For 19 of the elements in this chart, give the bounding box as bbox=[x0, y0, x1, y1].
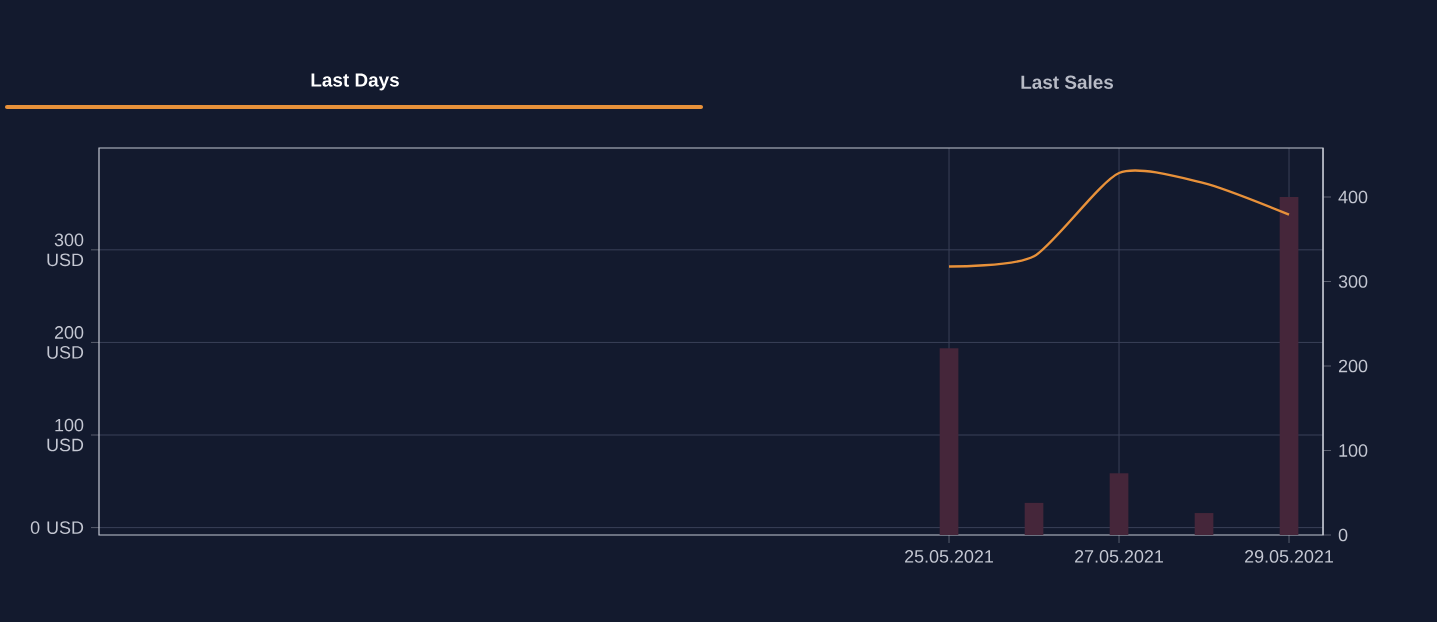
y2-tick-label: 200 bbox=[1338, 359, 1368, 373]
bar bbox=[1109, 473, 1129, 536]
y2-tick-label: 100 bbox=[1339, 444, 1368, 457]
x-tick-label: 25.05.2021 bbox=[905, 550, 993, 563]
y2-tick-label: 300 bbox=[1338, 275, 1368, 288]
bar bbox=[1279, 197, 1299, 536]
y2-tick-label: 0 bbox=[1338, 528, 1348, 542]
y-tick-label: 100 USD bbox=[47, 418, 84, 452]
text: Last Sales bbox=[1021, 75, 1114, 89]
y2-tick-label: 400 bbox=[1338, 190, 1368, 204]
bar bbox=[1194, 513, 1214, 536]
y-tick-label: 300 USD bbox=[47, 233, 84, 267]
y-tick-label: 0 USD bbox=[30, 521, 84, 534]
y-tick-label: 200 USD bbox=[47, 326, 84, 359]
bar bbox=[939, 348, 959, 536]
x-tick-label: 29.05.2021 bbox=[1245, 550, 1333, 563]
x-tick-label: 27.05.2021 bbox=[1075, 550, 1163, 563]
bar bbox=[1024, 502, 1044, 536]
text: Last Days bbox=[311, 73, 399, 91]
